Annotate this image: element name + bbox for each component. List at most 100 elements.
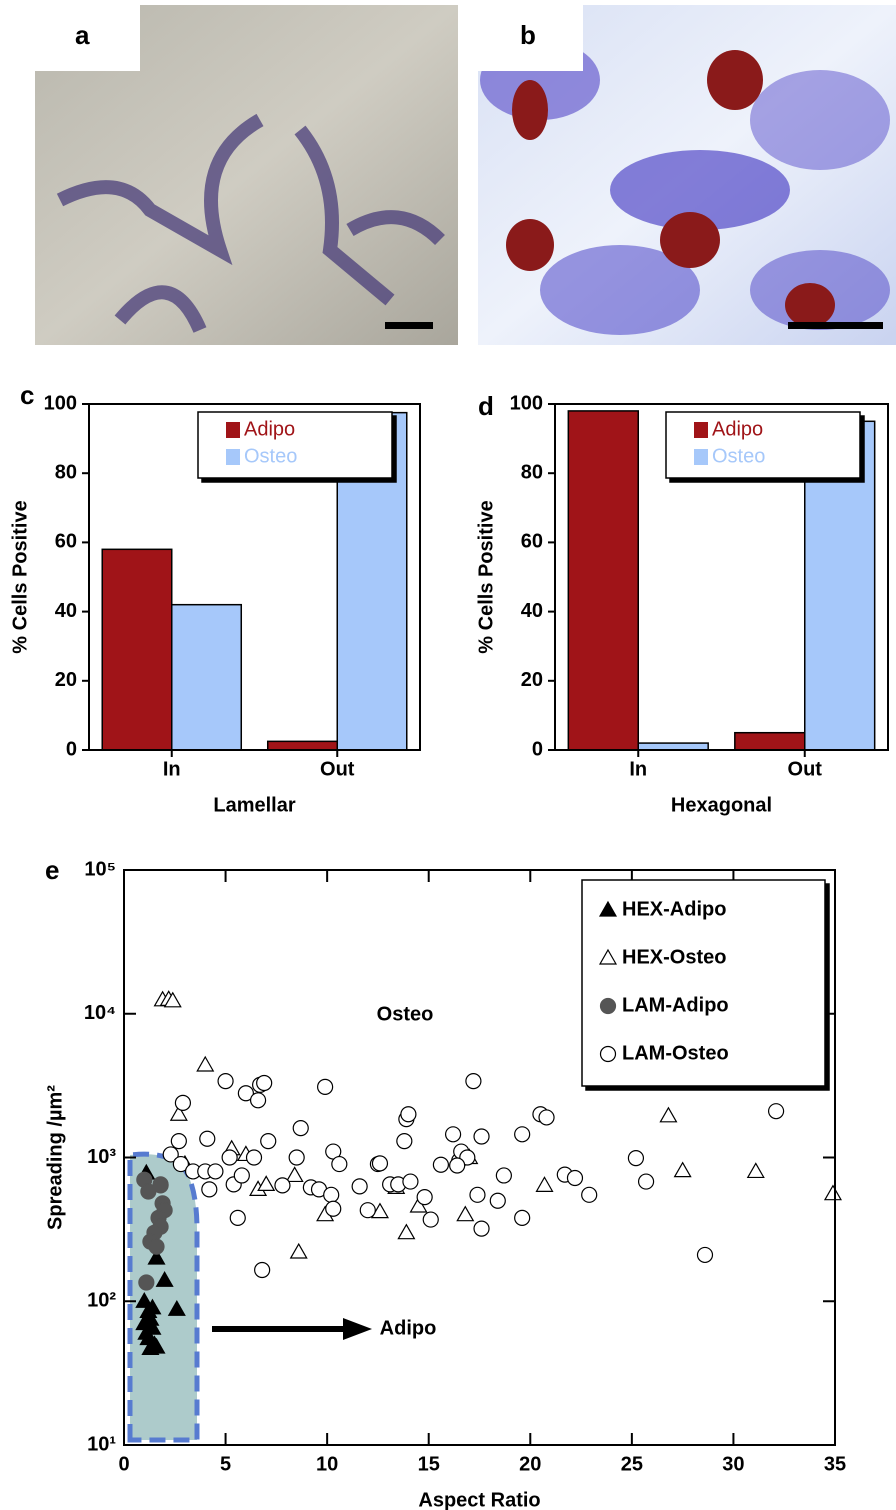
point (233, 1167, 250, 1184)
point (432, 1156, 450, 1173)
point (473, 1128, 490, 1145)
point (152, 1177, 169, 1194)
y-axis-label: % Cells Positive (9, 500, 31, 653)
x-tick-label: 30 (722, 1453, 744, 1475)
point (746, 1162, 765, 1179)
legend-label: Osteo (244, 445, 297, 467)
y-tick-label: 100 (44, 392, 77, 414)
point (397, 1223, 416, 1240)
bar (266, 740, 338, 751)
point (285, 1166, 304, 1183)
point (323, 1186, 340, 1203)
x-tick-label: 0 (118, 1453, 129, 1475)
legend-label: Adipo (244, 418, 295, 440)
bar (171, 603, 243, 751)
photo-b (478, 5, 896, 345)
legend-swatch (694, 422, 708, 438)
point (359, 1202, 376, 1219)
plot-frame (554, 403, 889, 751)
x-tick-label: 10 (316, 1453, 338, 1475)
point (444, 1126, 462, 1143)
legend-marker (598, 948, 618, 965)
y-tick-label: 0 (532, 738, 543, 760)
plot-frame (88, 403, 421, 751)
point (288, 1149, 305, 1166)
point (416, 1189, 433, 1206)
legend-box (581, 879, 826, 1087)
point (514, 1126, 531, 1143)
legend-label: Osteo (712, 445, 765, 467)
point (237, 1085, 254, 1102)
y-tick-label: 60 (521, 531, 543, 553)
point (167, 1300, 186, 1316)
point (489, 1192, 506, 1209)
legend-label: HEX-Osteo (622, 946, 726, 968)
x-tick-label: In (163, 758, 181, 780)
point (325, 1200, 342, 1217)
panel-label: b (520, 20, 536, 50)
x-tick-label: 35 (824, 1453, 846, 1475)
legend-label: HEX-Adipo (622, 898, 726, 920)
legend-swatch (226, 422, 240, 438)
point (274, 1177, 291, 1194)
y-tick-label: 20 (55, 669, 77, 691)
x-tick-label: 5 (220, 1453, 231, 1475)
y-tick-label: 0 (66, 738, 77, 760)
y-tick-label: 60 (55, 531, 77, 553)
point (331, 1155, 348, 1173)
point (823, 1184, 843, 1201)
bar (567, 410, 640, 751)
point (371, 1155, 389, 1172)
point (148, 1238, 165, 1255)
point (449, 1157, 466, 1174)
legend-swatch (694, 449, 708, 465)
x-tick-label: In (629, 758, 647, 780)
point (370, 1202, 389, 1219)
legend-marker (598, 900, 618, 917)
point (256, 1074, 273, 1092)
point (495, 1167, 512, 1184)
point (245, 1149, 263, 1166)
point (465, 1072, 482, 1090)
y-tick-label: 10² (87, 1290, 116, 1312)
point (456, 1205, 475, 1222)
point (566, 1169, 584, 1187)
bar (734, 731, 806, 751)
panel-label: e (45, 855, 59, 885)
x-tick-label: 25 (621, 1453, 643, 1475)
y-tick-label: 10³ (87, 1146, 116, 1168)
point (538, 1109, 555, 1126)
point (402, 1173, 419, 1190)
point (696, 1246, 714, 1264)
annotation: Osteo (377, 1003, 434, 1025)
point (535, 1176, 554, 1192)
y-tick-label: 80 (521, 461, 543, 483)
y-tick-label: 20 (521, 669, 543, 691)
y-tick-label: 10¹ (87, 1433, 116, 1455)
point (163, 991, 182, 1008)
point (767, 1103, 785, 1120)
point (409, 1196, 428, 1213)
point (196, 1055, 215, 1072)
point (229, 1209, 246, 1227)
point (627, 1150, 645, 1167)
point (317, 1078, 334, 1095)
legend-marker (599, 1045, 617, 1063)
legend-label: LAM-Adipo (622, 994, 729, 1016)
point (143, 1298, 162, 1315)
point (162, 1146, 179, 1163)
x-tick-label: 15 (418, 1453, 440, 1475)
y-axis-label: % Cells Positive (475, 500, 497, 653)
annotation: Adipo (380, 1317, 437, 1339)
point (473, 1220, 490, 1237)
point (351, 1178, 368, 1195)
point (254, 1261, 271, 1279)
bar (637, 742, 709, 751)
point (637, 1173, 655, 1190)
point (422, 1211, 439, 1228)
point (673, 1161, 692, 1178)
point (174, 1094, 192, 1111)
point (659, 1106, 678, 1123)
